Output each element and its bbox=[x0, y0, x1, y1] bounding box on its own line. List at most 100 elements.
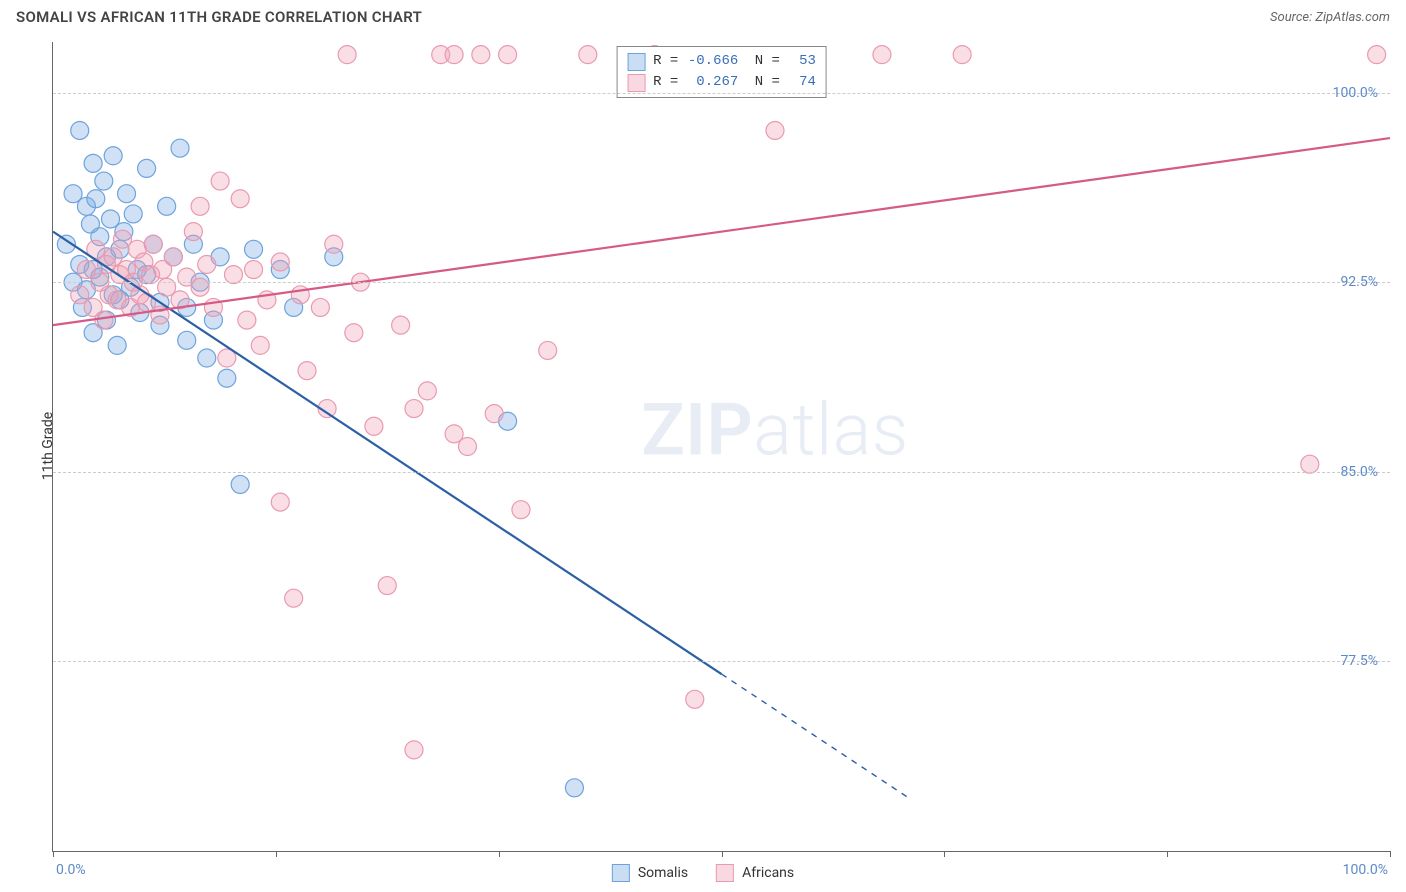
r-label: R = bbox=[653, 51, 678, 72]
y-tick-label: 92.5% bbox=[1340, 274, 1378, 290]
data-point bbox=[418, 382, 436, 400]
data-point bbox=[499, 46, 517, 64]
x-tick bbox=[53, 851, 54, 857]
data-point bbox=[405, 400, 423, 418]
data-point bbox=[231, 475, 249, 493]
n-label: N = bbox=[746, 72, 780, 93]
x-tick bbox=[1390, 851, 1391, 857]
correlation-legend-row: R = 0.267 N = 74 bbox=[627, 72, 816, 93]
scatter-svg bbox=[53, 42, 1390, 851]
n-label: N = bbox=[746, 51, 780, 72]
data-point bbox=[218, 369, 236, 387]
series-legend-item: Africans bbox=[716, 864, 794, 882]
data-point bbox=[124, 205, 142, 223]
trend-line bbox=[53, 138, 1390, 325]
data-point bbox=[1301, 455, 1319, 473]
data-point bbox=[345, 324, 363, 342]
data-point bbox=[445, 46, 463, 64]
data-point bbox=[1368, 46, 1386, 64]
data-point bbox=[485, 405, 503, 423]
gridline-h bbox=[53, 282, 1390, 283]
data-point bbox=[579, 46, 597, 64]
data-point bbox=[378, 577, 396, 595]
legend-swatch bbox=[612, 864, 630, 882]
data-point bbox=[238, 311, 256, 329]
gridline-h bbox=[53, 661, 1390, 662]
chart-plot-area: ZIPatlas R =-0.666 N =53R =0.267 N =74 7… bbox=[52, 42, 1390, 852]
x-tick bbox=[276, 851, 277, 857]
data-point bbox=[245, 240, 263, 258]
data-point bbox=[144, 235, 162, 253]
data-point bbox=[311, 298, 329, 316]
data-point bbox=[71, 121, 89, 139]
data-point bbox=[271, 253, 289, 271]
data-point bbox=[158, 197, 176, 215]
x-tick bbox=[722, 851, 723, 857]
gridline-h bbox=[53, 472, 1390, 473]
data-point bbox=[392, 316, 410, 334]
legend-swatch bbox=[627, 53, 645, 71]
y-tick-label: 77.5% bbox=[1340, 653, 1378, 669]
data-point bbox=[766, 121, 784, 139]
data-point bbox=[84, 154, 102, 172]
data-point bbox=[472, 46, 490, 64]
data-point bbox=[198, 255, 216, 273]
data-point bbox=[539, 341, 557, 359]
data-point bbox=[245, 261, 263, 279]
data-point bbox=[271, 493, 289, 511]
r-label: R = bbox=[653, 72, 678, 93]
data-point bbox=[285, 589, 303, 607]
data-point bbox=[95, 172, 113, 190]
data-point bbox=[512, 501, 530, 519]
data-point bbox=[191, 197, 209, 215]
series-legend: Somalis Africans bbox=[612, 864, 794, 882]
gridline-h bbox=[53, 93, 1390, 94]
y-tick-label: 100.0% bbox=[1333, 85, 1378, 101]
data-point bbox=[171, 139, 189, 157]
data-point bbox=[686, 690, 704, 708]
n-value: 74 bbox=[788, 72, 816, 93]
data-point bbox=[405, 741, 423, 759]
x-axis-min-label: 0.0% bbox=[56, 862, 86, 878]
data-point bbox=[565, 779, 583, 797]
chart-header: SOMALI VS AFRICAN 11TH GRADE CORRELATION… bbox=[0, 0, 1406, 30]
data-point bbox=[164, 248, 182, 266]
correlation-legend: R = -0.666 N = 53 R = 0.267 N = 74 bbox=[616, 46, 827, 98]
data-point bbox=[104, 147, 122, 165]
legend-swatch bbox=[716, 864, 734, 882]
data-point bbox=[458, 438, 476, 456]
correlation-legend-row: R = -0.666 N = 53 bbox=[627, 51, 816, 72]
data-point bbox=[338, 46, 356, 64]
data-point bbox=[211, 172, 229, 190]
data-point bbox=[953, 46, 971, 64]
series-legend-label: Africans bbox=[742, 865, 794, 881]
r-value: 0.267 bbox=[686, 72, 738, 93]
data-point bbox=[298, 362, 316, 380]
chart-title: SOMALI VS AFRICAN 11TH GRADE CORRELATION… bbox=[16, 8, 422, 26]
data-point bbox=[178, 331, 196, 349]
data-point bbox=[251, 336, 269, 354]
chart-source: Source: ZipAtlas.com bbox=[1270, 10, 1390, 25]
data-point bbox=[87, 190, 105, 208]
data-point bbox=[118, 185, 136, 203]
data-point bbox=[325, 235, 343, 253]
data-point bbox=[873, 46, 891, 64]
x-tick bbox=[499, 851, 500, 857]
x-tick bbox=[944, 851, 945, 857]
data-point bbox=[224, 266, 242, 284]
y-tick-label: 85.0% bbox=[1340, 464, 1378, 480]
series-legend-label: Somalis bbox=[638, 865, 688, 881]
series-legend-item: Somalis bbox=[612, 864, 688, 882]
n-value: 53 bbox=[788, 51, 816, 72]
x-tick bbox=[1167, 851, 1168, 857]
data-point bbox=[291, 286, 309, 304]
r-value: -0.666 bbox=[686, 51, 738, 72]
data-point bbox=[108, 336, 126, 354]
data-point bbox=[138, 159, 156, 177]
x-axis-max-label: 100.0% bbox=[1343, 862, 1388, 878]
data-point bbox=[231, 190, 249, 208]
data-point bbox=[184, 223, 202, 241]
data-point bbox=[191, 278, 209, 296]
trend-line bbox=[53, 232, 722, 674]
data-point bbox=[198, 349, 216, 367]
